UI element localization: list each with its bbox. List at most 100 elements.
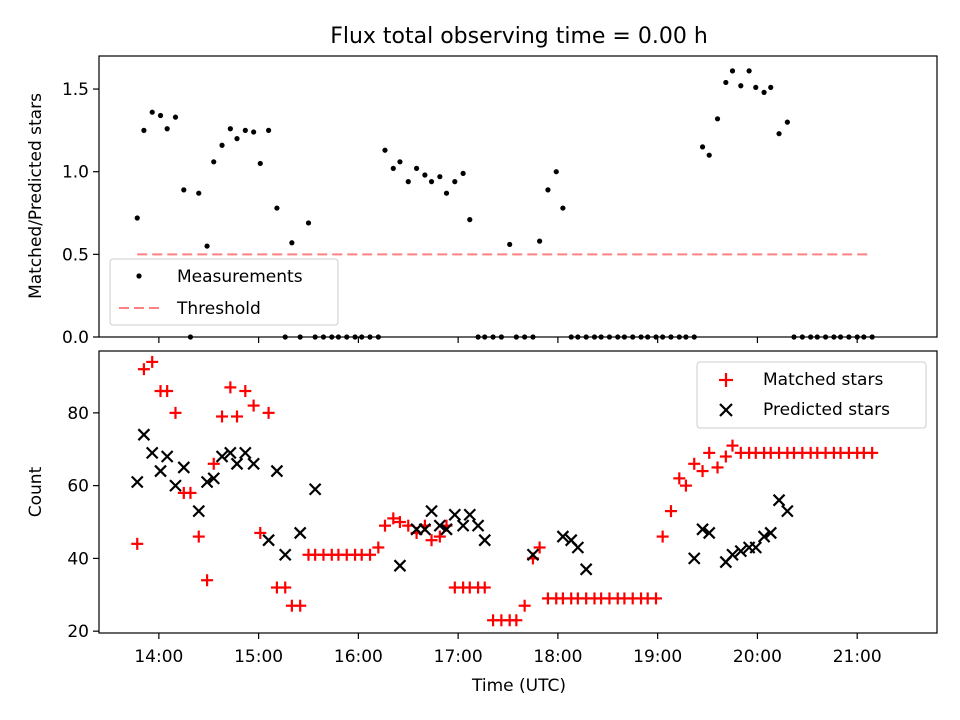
measurement-point xyxy=(723,79,729,86)
ratio-panel: 0.0 0.5 1.0 1.5 Matched/Predicted stars Mea… xyxy=(26,55,938,348)
measurement-point xyxy=(668,334,674,340)
predicted-star-marker xyxy=(200,475,214,489)
predicted-star-marker xyxy=(726,548,739,562)
measurement-point xyxy=(422,172,428,178)
predicted-star-marker xyxy=(526,548,540,562)
measurement-point xyxy=(630,334,636,340)
measurement-point xyxy=(575,334,581,340)
measurement-point xyxy=(172,114,179,120)
predicted-star-marker xyxy=(734,544,748,558)
predicted-star-marker xyxy=(463,508,477,522)
measurement-point xyxy=(861,334,867,340)
measurement-point xyxy=(591,334,598,340)
predicted-star-marker xyxy=(137,428,151,441)
matched-star-marker xyxy=(387,512,400,525)
ratio-y-axis: 0.0 0.5 1.0 1.5 xyxy=(62,80,99,348)
predicted-star-marker xyxy=(215,450,229,463)
ratio-legend: Measurements Threshold xyxy=(109,258,339,326)
threshold-legend-label: Threshold xyxy=(176,299,261,319)
measurement-point xyxy=(676,334,682,340)
measurement-point xyxy=(141,127,147,133)
matched-star-marker xyxy=(239,385,252,398)
predicted-star-marker xyxy=(293,526,307,540)
predicted-star-marker xyxy=(687,552,701,565)
predicted-star-marker xyxy=(433,519,447,532)
predicted-star-marker xyxy=(749,541,763,554)
predicted-star-marker xyxy=(418,523,432,536)
matched-star-marker xyxy=(262,406,275,419)
measurement-point xyxy=(234,136,240,142)
measurement-point xyxy=(382,147,388,153)
matched-star-marker xyxy=(650,592,663,605)
measurement-point xyxy=(808,334,814,340)
measurement-point xyxy=(181,187,187,193)
measurement-point xyxy=(320,334,327,340)
measurement-point xyxy=(227,126,233,132)
count-y-tick-label: 40 xyxy=(67,549,89,569)
measurement-point xyxy=(289,240,295,246)
measurement-legend-marker xyxy=(136,273,142,279)
measurement-point xyxy=(831,334,837,340)
measurement-point xyxy=(729,68,736,74)
measurement-legend-label: Measurements xyxy=(177,267,303,287)
matched-legend-marker xyxy=(719,373,733,387)
measurement-point xyxy=(753,84,759,91)
measurement-point xyxy=(437,174,443,180)
measurement-point xyxy=(846,334,852,340)
measurement-point xyxy=(814,334,820,340)
matched-star-marker xyxy=(726,439,739,452)
matched-star-marker xyxy=(201,574,214,587)
matched-star-marker xyxy=(510,614,523,627)
x-axis-label: Time (UTC) xyxy=(471,676,566,696)
predicted-legend-marker xyxy=(719,403,733,417)
matched-star-marker xyxy=(372,541,385,554)
measurement-point xyxy=(211,159,217,165)
matched-star-marker xyxy=(378,519,391,532)
matched-star-marker xyxy=(137,363,150,376)
ratio-y-axis-label: Matched/Predicted stars xyxy=(26,93,46,299)
predicted-star-marker xyxy=(278,548,292,562)
measurement-point xyxy=(204,243,210,249)
x-tick-label: 19:00 xyxy=(633,647,682,667)
measurement-point xyxy=(691,334,697,340)
measurement-point xyxy=(653,334,659,340)
count-y-tick-label: 60 xyxy=(67,477,89,497)
measurement-point xyxy=(305,220,312,226)
measurement-point xyxy=(367,334,373,340)
measurement-point xyxy=(297,334,303,340)
measurement-point xyxy=(738,83,744,89)
predicted-star-marker xyxy=(270,464,284,478)
measurement-point xyxy=(282,334,288,340)
count-legend: Matched stars Predicted stars xyxy=(696,361,927,429)
measurement-point xyxy=(714,116,721,122)
predicted-star-marker xyxy=(130,475,144,489)
measurement-point xyxy=(683,334,689,340)
predicted-star-marker xyxy=(145,446,159,460)
predicted-star-marker xyxy=(239,446,252,460)
matched-legend-label: Matched stars xyxy=(763,370,883,390)
count-y-axis-label: Count xyxy=(26,466,46,517)
matched-star-marker xyxy=(216,410,229,423)
predicted-star-marker xyxy=(757,530,771,543)
measurement-point xyxy=(242,127,248,133)
measurement-point xyxy=(761,89,767,95)
matched-star-marker xyxy=(478,581,491,594)
predicted-star-marker xyxy=(224,446,237,460)
measurement-point xyxy=(405,179,411,185)
predicted-star-marker xyxy=(425,504,438,518)
measurement-point xyxy=(375,334,381,340)
count-legend-box xyxy=(696,361,927,429)
ratio-y-tick-label: 1.0 xyxy=(62,163,89,183)
count-x-axis: 14:00 15:00 16:00 17:00 18:00 19:00 20:00 21:00 xyxy=(134,633,882,667)
predicted-star-marker xyxy=(230,457,244,471)
predicted-star-marker xyxy=(262,533,275,547)
measurement-point xyxy=(645,334,651,340)
predicted-star-marker xyxy=(471,519,485,532)
predicted-star-marker xyxy=(448,508,462,522)
measurement-point xyxy=(522,334,528,340)
measurement-point xyxy=(196,190,202,196)
predicted-star-marker xyxy=(440,523,453,536)
matched-star-marker xyxy=(393,516,406,529)
predicted-star-marker xyxy=(308,482,322,496)
ratio-legend-box xyxy=(109,258,339,326)
